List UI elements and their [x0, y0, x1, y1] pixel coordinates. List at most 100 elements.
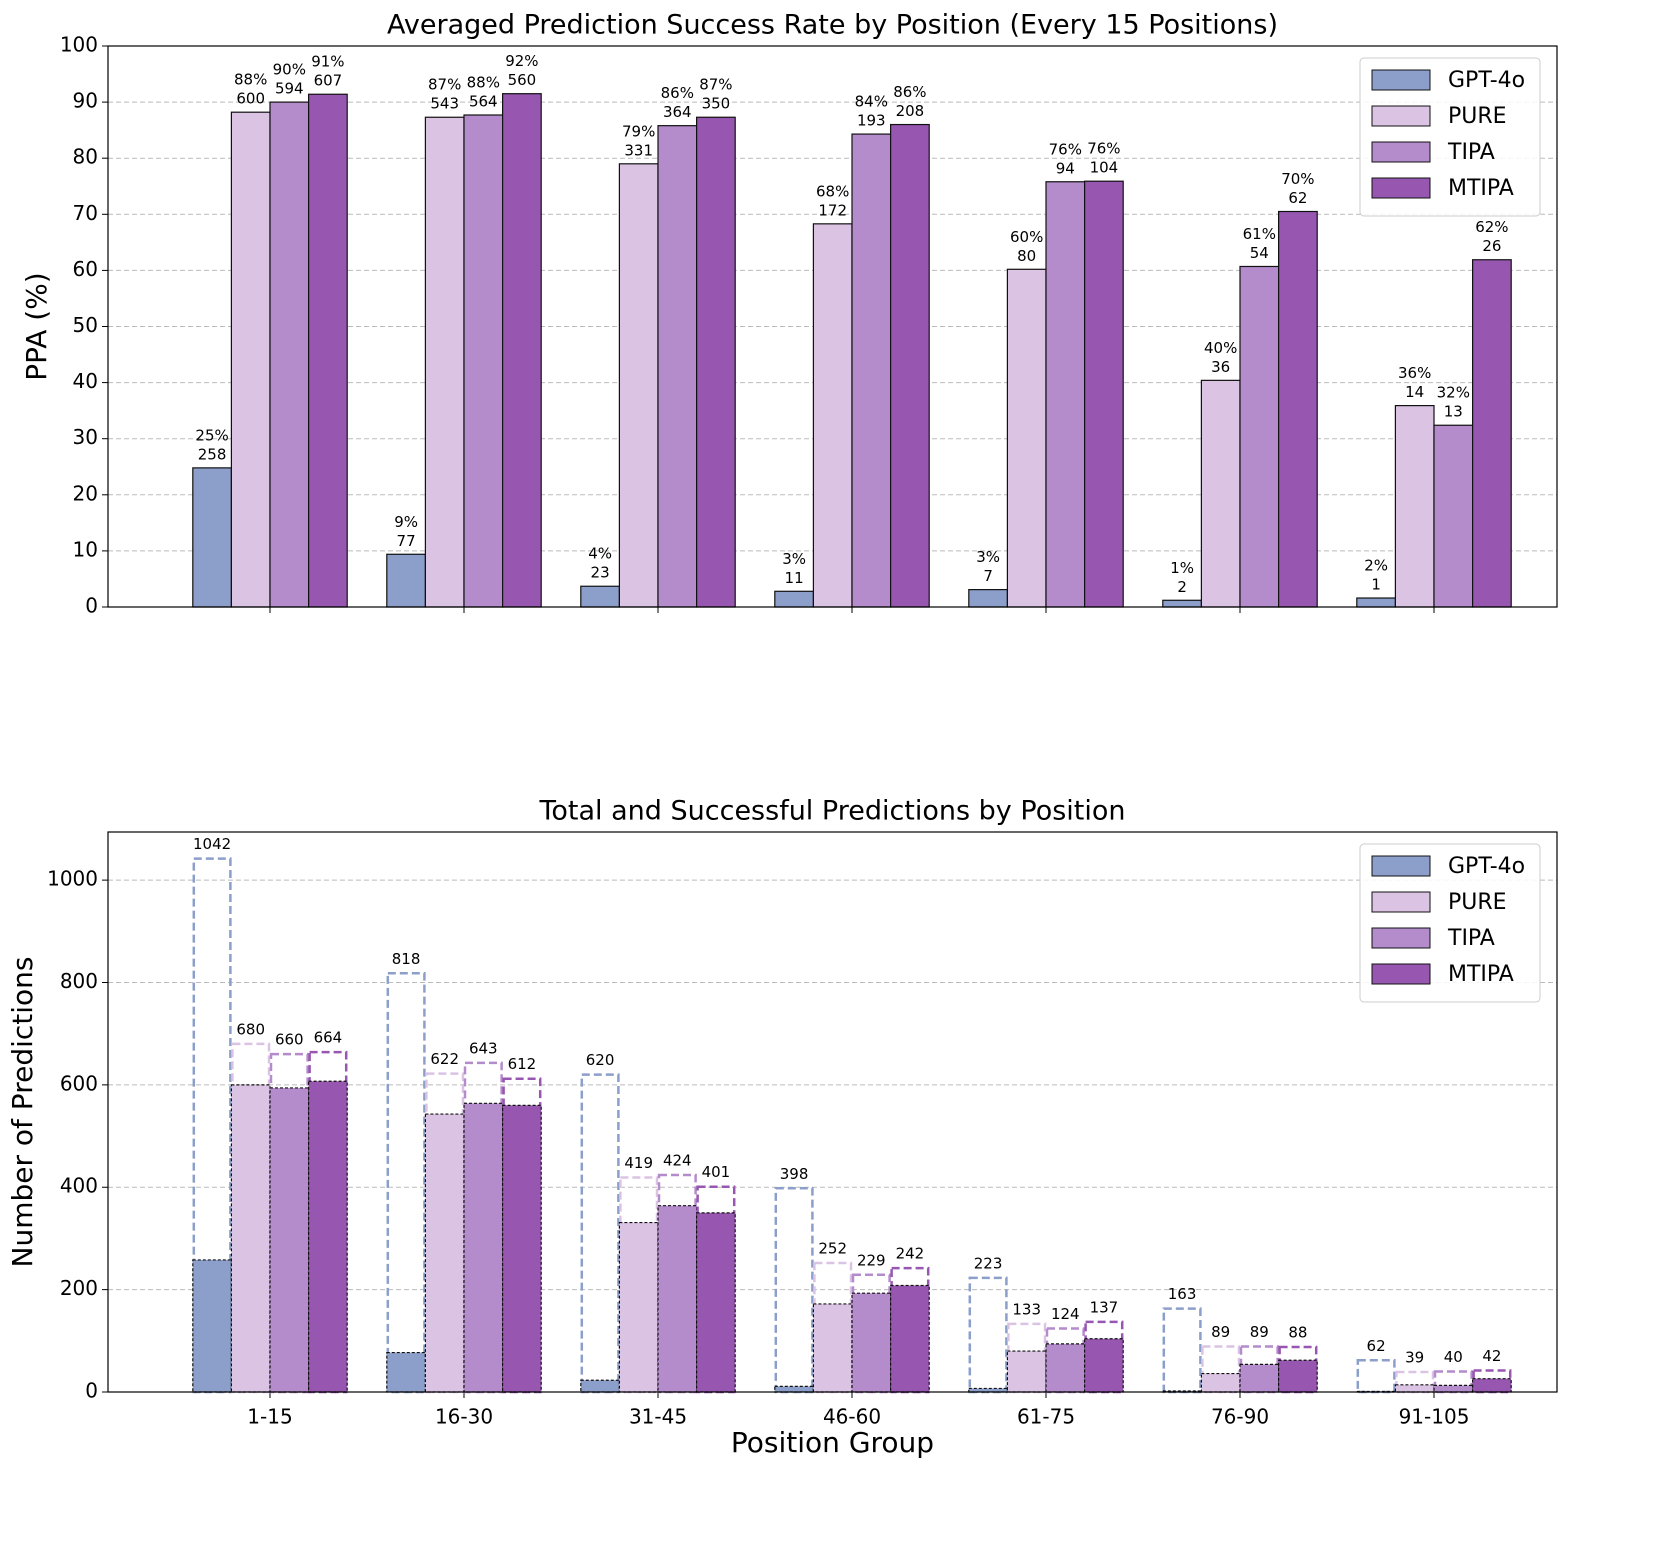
total-bar: [1356, 1359, 1396, 1394]
total-bar: [580, 1073, 620, 1394]
total-label: 643: [469, 1039, 498, 1057]
bar: [889, 123, 930, 608]
bar: [657, 125, 698, 608]
count-label: 77: [397, 532, 416, 550]
total-label: 424: [663, 1151, 692, 1169]
value-label: 61%: [1243, 225, 1276, 243]
y-tick-label: 70: [73, 201, 98, 225]
count-label: 560: [508, 71, 537, 89]
total-label: 89: [1250, 1323, 1269, 1341]
bar: [386, 553, 426, 608]
count-label: 94: [1056, 159, 1075, 177]
value-label: 62%: [1475, 218, 1508, 236]
value-label: 86%: [893, 83, 926, 101]
value-label: 90%: [273, 61, 306, 79]
count-label: 104: [1090, 159, 1119, 177]
bar: [695, 1212, 736, 1393]
total-label: 62: [1367, 1337, 1386, 1355]
y-tick-label: 0: [85, 1379, 98, 1403]
plot-frame: [107, 831, 1558, 1393]
bar: [463, 1102, 504, 1393]
y-tick-label: 50: [73, 313, 98, 337]
total-label: 42: [1482, 1347, 1501, 1365]
bar: [580, 1379, 620, 1393]
count-label: 7: [983, 567, 993, 585]
y-tick-label: 0: [85, 594, 98, 618]
bar: [1277, 1359, 1318, 1393]
bar: [1239, 265, 1280, 608]
value-label: 88%: [234, 71, 267, 89]
total-label: 40: [1444, 1348, 1463, 1366]
count-label: 193: [857, 112, 886, 130]
bar: [502, 1104, 542, 1393]
count-label: 364: [663, 103, 692, 121]
total-bar: [968, 1276, 1008, 1394]
value-label: 88%: [467, 74, 500, 92]
value-label: 4%: [588, 545, 612, 563]
x-tick-label: 16-30: [435, 1405, 493, 1429]
x-tick-label: 91-105: [1399, 1405, 1470, 1429]
bar: [1394, 1384, 1435, 1393]
bar: [308, 1080, 348, 1393]
total-label: 622: [430, 1050, 459, 1068]
bar: [812, 1303, 853, 1393]
y-tick-label: 1000: [47, 867, 98, 891]
legend-swatch: [1371, 105, 1431, 127]
subplot: 0 200 400 600 800 1000 1-15 16-30 31-45 46-60 61-7…: [6, 796, 1558, 1459]
bar: [1162, 599, 1203, 608]
legend-box: [1359, 843, 1541, 1003]
x-tick-label: 46-60: [823, 1405, 881, 1429]
bar: [1200, 379, 1241, 608]
bar: [851, 1292, 892, 1393]
total-label: 229: [857, 1251, 886, 1269]
count-label: 331: [624, 141, 653, 159]
legend-label: TIPA: [1447, 140, 1495, 165]
value-label: 68%: [816, 182, 849, 200]
value-label: 76%: [1049, 140, 1082, 158]
y-tick-label: 60: [73, 257, 98, 281]
bar: [1083, 180, 1124, 608]
bar: [1394, 405, 1435, 608]
legend-swatch: [1371, 177, 1431, 199]
bar: [774, 1385, 814, 1393]
x-tick-label: 1-15: [247, 1405, 292, 1429]
value-label: 86%: [661, 84, 694, 102]
value-label: 84%: [855, 93, 888, 111]
total-label: 39: [1405, 1349, 1424, 1367]
value-label: 9%: [394, 513, 418, 531]
legend-label: MTIPA: [1448, 962, 1514, 987]
y-tick-label: 200: [60, 1276, 98, 1300]
y-tick-label: 40: [73, 369, 98, 393]
y-tick-label: 20: [73, 481, 98, 505]
plot-frame: [107, 45, 1558, 608]
count-label: 607: [314, 72, 343, 90]
y-tick-label: 10: [73, 537, 98, 561]
total-label: 89: [1211, 1323, 1230, 1341]
count-label: 258: [198, 445, 227, 463]
total-label: 1042: [193, 835, 231, 853]
count-label: 594: [275, 80, 304, 98]
bar: [1433, 1384, 1474, 1393]
bar: [657, 1205, 698, 1393]
total-label: 398: [780, 1165, 809, 1183]
y-tick-label: 90: [73, 89, 98, 113]
legend-label: PURE: [1448, 890, 1507, 915]
total-label: 680: [236, 1020, 265, 1038]
total-label: 818: [392, 950, 421, 968]
bar: [1045, 181, 1086, 608]
y-tick-label: 600: [60, 1071, 98, 1095]
bar: [1239, 1363, 1280, 1393]
value-label: 87%: [428, 76, 461, 94]
value-label: 91%: [311, 53, 344, 71]
total-label: 612: [508, 1055, 537, 1073]
legend-swatch: [1371, 855, 1431, 877]
total-label: 137: [1090, 1298, 1119, 1316]
total-label: 223: [974, 1254, 1003, 1272]
total-label: 620: [586, 1051, 615, 1069]
legend-swatch: [1371, 141, 1431, 163]
total-label: 163: [1168, 1285, 1197, 1303]
bar: [308, 93, 348, 608]
legend-box: [1359, 57, 1541, 217]
count-label: 11: [785, 569, 804, 587]
